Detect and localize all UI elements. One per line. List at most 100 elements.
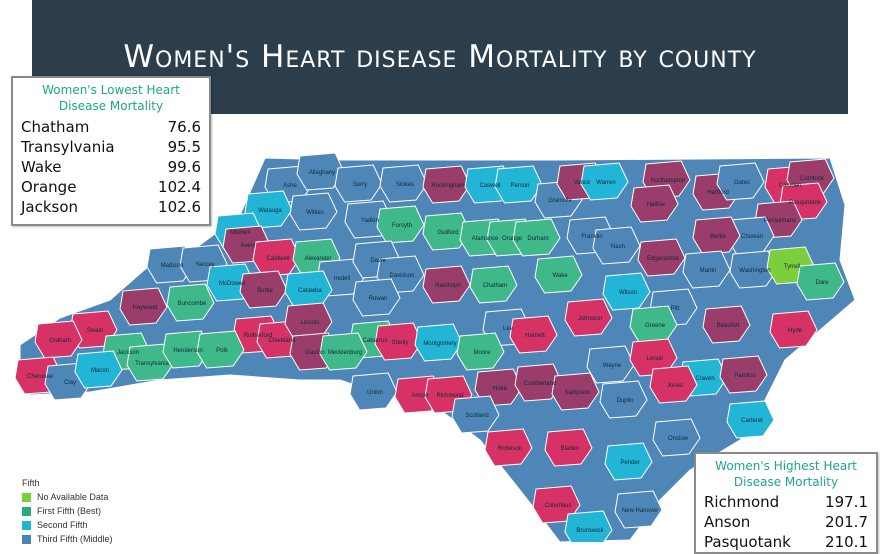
county-label: Jackson — [117, 350, 139, 356]
county-label: Cumberland — [524, 381, 557, 387]
county-label: Burke — [257, 288, 273, 294]
lowest-row: Wake 99.6 — [13, 157, 209, 177]
county-label: Onslow — [668, 436, 689, 442]
county-label: Stanly — [392, 340, 409, 346]
county-label: Sampson — [564, 390, 589, 396]
county-label: Haywood — [132, 305, 157, 311]
county-stanly — [374, 322, 423, 361]
county-labels: Ashe Alleghany Surry Stokes Rockingham Caswel… — [27, 170, 829, 534]
lowest-county-value: 76.6 — [167, 118, 201, 136]
legend-swatch — [22, 506, 31, 516]
county-montgomery — [414, 323, 463, 362]
county-alleghany — [296, 152, 345, 191]
county-label: Lenoir — [647, 356, 664, 362]
county-label: Pitt — [671, 306, 680, 312]
lowest-county-value: 95.5 — [167, 138, 201, 156]
map-title: Women's Heart disease Mortality by count… — [123, 39, 757, 75]
highest-county-value: 210.1 — [825, 533, 868, 551]
legend-item: First Fifth (Best) — [22, 504, 113, 518]
county-macon — [74, 350, 123, 389]
county-label: Montgomery — [423, 341, 456, 347]
county-moore — [456, 332, 505, 371]
lowest-box-title: Women's Lowest Heart Disease Mortality — [13, 78, 209, 114]
county-label: Polk — [216, 348, 229, 354]
county-label: Washington — [739, 268, 770, 274]
county-label: Randolph — [435, 283, 461, 289]
county-label: Cabarrus — [363, 338, 388, 344]
county-label: Currituck — [800, 176, 825, 182]
county-label: Person — [510, 183, 529, 189]
highest-county-name: Pasquotank — [704, 533, 791, 551]
lowest-county-name: Transylvania — [21, 138, 115, 156]
county-label: Macon — [91, 368, 109, 374]
county-label: Pamlico — [734, 373, 756, 379]
highest-county-name: Anson — [704, 513, 751, 531]
county-hyde — [769, 310, 818, 349]
county-label: Yadkin — [361, 218, 379, 224]
county-label: Davidson — [389, 273, 414, 279]
county-label: Alamance — [472, 236, 499, 242]
county-label: Henderson — [173, 348, 202, 354]
county-henderson — [162, 330, 211, 369]
county-jones — [649, 365, 698, 404]
county-label: Caldwell — [267, 256, 290, 262]
county-label: New Hanover — [622, 508, 658, 514]
county-label: Durham — [527, 236, 548, 242]
county-label: Mitchell — [230, 230, 250, 236]
lowest-county-value: 99.6 — [167, 158, 201, 176]
county-label: Cleveland — [269, 338, 296, 344]
county-surry — [334, 164, 383, 203]
lowest-row: Transylvania 95.5 — [13, 137, 209, 157]
county-label: Edgecombe — [647, 256, 680, 262]
lowest-mortality-box: Women's Lowest Heart Disease Mortality C… — [11, 76, 211, 226]
county-forsyth — [376, 205, 425, 244]
county-label: Dare — [815, 280, 829, 286]
lowest-row: Orange 102.4 — [13, 177, 209, 197]
county-label: Rutherford — [244, 333, 272, 339]
county-label: Lee — [503, 326, 514, 332]
legend: Fifth No Available Data First Fifth (Best… — [22, 478, 113, 546]
county-pamlico — [719, 355, 768, 394]
county-gates — [716, 162, 765, 201]
county-label: Gates — [734, 180, 750, 186]
legend-item: Third Fifth (Middle) — [22, 532, 113, 546]
county-label: Iredell — [334, 276, 350, 282]
legend-swatch — [22, 492, 31, 502]
county-label: Clay — [64, 380, 76, 386]
county-rockingham — [422, 165, 471, 204]
county-label: Carteret — [741, 418, 763, 424]
county-label: Camden — [779, 183, 802, 189]
lowest-row: Jackson 102.6 — [13, 197, 209, 217]
county-label: Chatham — [483, 283, 507, 289]
county-bladen — [544, 428, 593, 467]
county-label: Rockingham — [431, 183, 464, 189]
county-johnston — [564, 298, 613, 337]
county-graham — [34, 320, 83, 359]
legend-swatch — [22, 520, 31, 530]
county-brunswick — [564, 510, 613, 542]
county-label: Caswell — [479, 183, 500, 189]
county-sampson — [551, 372, 600, 411]
county-label: Forsyth — [392, 223, 412, 229]
county-scotland — [451, 395, 500, 434]
county-watauga — [244, 190, 293, 229]
county-cumberland — [514, 363, 563, 402]
county-wayne — [586, 345, 635, 384]
lowest-county-name: Orange — [21, 178, 77, 196]
highest-rows: Richmond 197.1 Anson 201.7 Pasquotank 210.1 — [696, 490, 876, 552]
county-label: Franklin — [581, 234, 602, 240]
county-label: Richmond — [436, 393, 463, 399]
county-bertie — [692, 216, 741, 255]
county-shapes — [14, 152, 856, 542]
county-label: Hyde — [788, 328, 803, 334]
county-label: Brunswick — [576, 528, 604, 534]
lowest-county-value: 102.6 — [158, 198, 201, 216]
county-label: Craven — [695, 376, 714, 382]
county-durham — [512, 218, 561, 257]
lowest-county-value: 102.4 — [158, 178, 201, 196]
county-label: Madison — [161, 263, 184, 269]
highest-county-name: Richmond — [704, 493, 780, 511]
county-martin — [682, 250, 731, 289]
county-pender — [604, 442, 653, 481]
county-label: Lincoln — [300, 320, 319, 326]
